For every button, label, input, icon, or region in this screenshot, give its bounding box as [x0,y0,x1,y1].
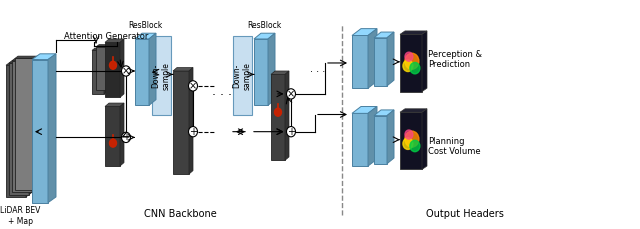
Polygon shape [268,33,275,105]
Polygon shape [173,68,193,71]
Circle shape [405,131,419,147]
Polygon shape [422,109,427,169]
Polygon shape [149,33,156,105]
Polygon shape [6,63,29,65]
Polygon shape [12,58,35,61]
Polygon shape [387,110,394,164]
Circle shape [403,60,413,71]
Polygon shape [368,106,377,166]
Polygon shape [9,63,29,195]
FancyBboxPatch shape [152,36,170,115]
Polygon shape [15,58,35,190]
Polygon shape [29,61,32,195]
Text: +: + [122,132,130,142]
Circle shape [275,108,282,116]
Circle shape [109,61,116,69]
Polygon shape [254,39,268,105]
Polygon shape [368,29,377,88]
Text: Output Headers: Output Headers [426,209,504,219]
Text: Down-
sample: Down- sample [151,62,171,90]
Text: CNN Backbone: CNN Backbone [143,209,216,219]
Polygon shape [173,71,189,174]
Polygon shape [120,103,124,166]
Polygon shape [105,103,124,106]
Polygon shape [9,61,32,63]
Circle shape [122,66,131,76]
Polygon shape [135,33,156,39]
Polygon shape [26,63,29,197]
Polygon shape [32,58,35,192]
Polygon shape [352,29,377,35]
Text: Down-
sample: Down- sample [232,62,252,90]
Text: ×: × [122,66,130,76]
Polygon shape [271,71,289,74]
Polygon shape [189,68,193,174]
Polygon shape [374,38,387,86]
FancyBboxPatch shape [232,36,252,115]
Text: LiDAR BEV
+ Map: LiDAR BEV + Map [0,206,40,226]
Polygon shape [285,71,289,160]
Polygon shape [6,65,26,197]
Polygon shape [32,54,56,60]
Polygon shape [352,106,377,113]
Polygon shape [120,39,124,97]
Polygon shape [32,60,48,203]
Polygon shape [92,48,107,50]
Text: ResBlock: ResBlock [128,21,162,30]
Polygon shape [400,109,427,112]
Circle shape [109,139,116,147]
Circle shape [189,126,198,137]
Text: . . .: . . . [212,85,232,98]
Polygon shape [374,110,394,116]
Text: Planning
Cost Volume: Planning Cost Volume [428,137,481,156]
Polygon shape [105,39,124,42]
Circle shape [287,89,296,99]
Polygon shape [105,106,120,166]
Polygon shape [12,61,32,192]
Polygon shape [48,54,56,203]
Polygon shape [271,74,285,160]
Polygon shape [135,39,149,105]
Polygon shape [92,50,104,94]
Polygon shape [374,32,394,38]
Text: Perception &
Prediction: Perception & Prediction [428,50,482,69]
Circle shape [410,63,420,74]
Circle shape [410,140,420,152]
Text: +: + [189,127,197,137]
Polygon shape [352,113,368,166]
Polygon shape [400,34,422,92]
Circle shape [405,52,413,61]
Polygon shape [422,31,427,92]
Polygon shape [387,32,394,86]
Text: ×: × [287,89,295,99]
Polygon shape [15,56,38,58]
Polygon shape [96,45,111,47]
Text: ×: × [189,81,197,91]
Polygon shape [374,116,387,164]
Circle shape [405,53,419,69]
Circle shape [122,132,131,142]
Text: ResBlock: ResBlock [247,21,281,30]
Polygon shape [96,47,108,90]
Polygon shape [352,35,368,88]
Polygon shape [400,112,422,169]
Text: +: + [287,127,295,137]
Polygon shape [108,45,111,90]
Polygon shape [104,48,107,94]
Polygon shape [105,42,120,97]
Text: . . .: . . . [310,64,325,74]
Circle shape [405,130,413,139]
Circle shape [189,81,198,91]
Circle shape [287,126,296,137]
Polygon shape [400,31,427,34]
Text: Attention Generator: Attention Generator [64,32,148,41]
Circle shape [403,138,413,150]
Polygon shape [35,56,38,190]
Polygon shape [254,33,275,39]
